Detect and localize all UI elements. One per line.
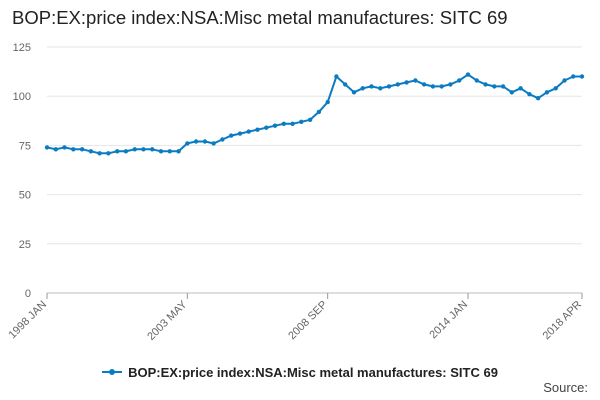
y-tick-label: 0: [25, 288, 31, 300]
data-point: [351, 90, 357, 95]
x-tick-label: 2018 APR: [541, 299, 585, 343]
data-point: [325, 99, 330, 105]
data-point: [316, 109, 322, 115]
y-tick-label: 50: [19, 190, 31, 202]
legend-label: BOP:EX:price index:NSA:Misc metal manufa…: [128, 365, 498, 380]
data-point: [246, 129, 251, 134]
series-layer: [44, 72, 585, 156]
data-point: [132, 147, 137, 152]
data-point: [334, 74, 339, 79]
x-tick-label: 1998 JAN: [6, 299, 49, 342]
y-axis: 0 25 50 75 100 125: [13, 42, 31, 300]
data-point: [439, 84, 444, 89]
y-tick-label: 25: [19, 239, 31, 251]
data-point: [141, 147, 146, 152]
data-point: [544, 90, 550, 95]
data-point: [395, 82, 400, 87]
data-point: [255, 127, 260, 132]
data-point: [465, 72, 471, 77]
data-point: [360, 86, 365, 91]
chart-title: BOP:EX:price index:NSA:Misc metal manufa…: [12, 7, 508, 28]
data-point: [492, 84, 497, 89]
data-point: [79, 147, 85, 152]
data-point: [97, 151, 102, 156]
data-point: [44, 145, 50, 150]
data-point: [527, 92, 532, 97]
data-point: [62, 145, 67, 150]
data-point: [307, 117, 313, 123]
data-point: [167, 149, 172, 154]
data-point: [369, 84, 374, 89]
legend-swatch-icon: [102, 368, 123, 375]
data-point: [71, 147, 76, 152]
data-point: [299, 119, 304, 125]
data-point: [562, 78, 567, 83]
data-point: [474, 78, 479, 83]
data-point: [421, 82, 427, 87]
data-point: [229, 133, 234, 138]
data-point: [176, 149, 181, 154]
data-point: [430, 84, 436, 89]
data-point: [158, 149, 164, 154]
data-point: [457, 78, 462, 83]
legend: BOP:EX:price index:NSA:Misc metal manufa…: [0, 365, 600, 380]
data-point: [106, 151, 111, 156]
data-point: [202, 139, 208, 144]
y-tick-label: 75: [19, 140, 31, 152]
data-point: [500, 84, 506, 89]
data-point: [404, 80, 409, 85]
data-point: [535, 96, 541, 101]
data-point: [378, 86, 383, 91]
source-label: Source:: [543, 380, 588, 395]
data-point: [413, 78, 418, 83]
y-tick-label: 100: [13, 91, 31, 103]
data-point: [579, 74, 585, 79]
x-tick-label: 2014 JAN: [427, 299, 470, 342]
data-point: [281, 121, 286, 127]
data-point: [509, 90, 514, 95]
data-point: [150, 147, 155, 152]
data-point: [343, 82, 348, 87]
data-point: [272, 123, 278, 128]
x-tick-label: 2008 SEP: [286, 299, 330, 343]
data-point: [264, 125, 269, 130]
data-point: [88, 149, 94, 154]
data-point: [123, 149, 129, 154]
data-point: [193, 139, 199, 144]
data-point: [220, 137, 225, 142]
data-point: [185, 141, 190, 146]
gridlines: [47, 46, 582, 294]
data-point: [115, 149, 120, 154]
data-point: [211, 141, 216, 146]
data-point: [290, 121, 295, 127]
x-axis: 1998 JAN 2003 MAY 2008 SEP 2014 JAN 2018 APR: [6, 293, 584, 343]
x-tick-label: 2003 MAY: [145, 298, 190, 343]
data-point: [483, 82, 488, 87]
data-point: [571, 74, 576, 79]
data-point: [386, 84, 392, 89]
data-point: [237, 131, 243, 136]
data-point: [518, 86, 523, 91]
data-point: [53, 147, 58, 152]
data-point: [553, 86, 558, 91]
data-point: [448, 82, 453, 87]
y-tick-label: 125: [13, 42, 31, 54]
